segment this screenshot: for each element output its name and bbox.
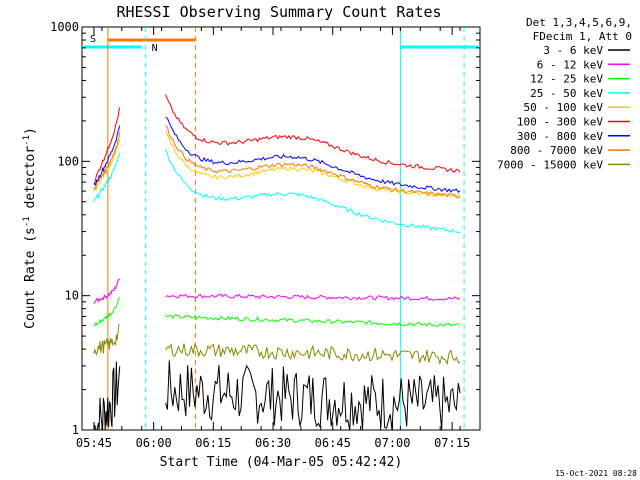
- legend-header-line-2: FDecim 1, Att 0: [533, 30, 632, 43]
- series-line: [93, 278, 121, 304]
- series-line: [93, 297, 121, 327]
- y-axis: 1 10 100 1000: [50, 20, 480, 437]
- x-tick-label: 06:15: [195, 436, 231, 450]
- legend-entry-label: 100 - 300 keV: [517, 116, 603, 129]
- series-300-800kev: [93, 116, 461, 194]
- saa-flag-label: S: [90, 34, 96, 45]
- series-line: [165, 293, 461, 301]
- x-tick-label: 07:00: [374, 436, 410, 450]
- legend-header-line-1: Det 1,3,4,5,6,9,: [526, 16, 632, 29]
- x-axis: 05:45 06:00 06:15 06:30 06:45 07:00 07:15: [76, 27, 481, 450]
- series-line: [165, 342, 461, 366]
- series-line: [93, 152, 121, 203]
- legend-entry-label: 12 - 25 keV: [530, 73, 603, 86]
- y-axis-label-part-2: detector: [23, 146, 38, 217]
- legend-entry-label: 800 - 7000 keV: [510, 144, 603, 157]
- x-tick-label: 06:00: [136, 436, 172, 450]
- legend-entry-label: 300 - 800 keV: [517, 130, 603, 143]
- y-axis-label-exp-1: -1: [22, 216, 32, 227]
- y-tick-label: 100: [57, 154, 79, 168]
- series-line: [93, 131, 121, 191]
- y-tick-label: 1: [72, 423, 79, 437]
- series-line: [93, 125, 121, 187]
- legend-entry-label: 6 - 12 keV: [537, 58, 604, 71]
- x-tick-label: 07:15: [434, 436, 470, 450]
- legend-entry-label: 50 - 100 keV: [524, 101, 604, 114]
- y-axis-label-part-1: Count Rate (s: [23, 227, 38, 329]
- y-axis-label: Count Rate (s-1 detector-1): [22, 127, 38, 329]
- series-50-100kev: [93, 130, 461, 199]
- chart-title: RHESSI Observing Summary Count Rates: [116, 3, 441, 21]
- series-line: [93, 139, 121, 192]
- series-line: [165, 130, 461, 199]
- series-7000-15000kev: [93, 324, 461, 366]
- series-line: [93, 361, 121, 431]
- x-tick-label: 06:45: [315, 436, 351, 450]
- series-line: [165, 314, 461, 328]
- night-flag-label: N: [152, 43, 158, 54]
- legend-entry-label: 7000 - 15000 keV: [497, 158, 603, 171]
- series-100-300kev: [93, 94, 461, 183]
- legend: Det 1,3,4,5,6,9, FDecim 1, Att 0 3 - 6 k…: [497, 16, 632, 171]
- legend-entry-label: 25 - 50 keV: [530, 87, 603, 100]
- series-line: [165, 116, 461, 194]
- series-line: [93, 324, 120, 356]
- series-line: [165, 94, 461, 173]
- series-line: [93, 107, 121, 183]
- x-tick-label: 06:30: [255, 436, 291, 450]
- series-line: [165, 125, 461, 199]
- footer-datestamp: 15-Oct-2021 08:28: [555, 469, 637, 478]
- plot-frame: [81, 26, 481, 431]
- series-line: [165, 360, 461, 431]
- y-tick-label: 1000: [50, 20, 79, 34]
- plot-area: SN: [82, 27, 480, 431]
- series-800-7000kev: [93, 125, 461, 199]
- y-tick-label: 10: [65, 289, 79, 303]
- series-3-6kev: [93, 360, 461, 431]
- x-tick-label: 05:45: [76, 436, 112, 450]
- y-axis-label-part-3: ): [23, 127, 38, 135]
- legend-entry-label: 3 - 6 keV: [543, 44, 603, 57]
- y-axis-label-exp-2: -1: [22, 135, 32, 146]
- series-12-25kev: [93, 297, 461, 328]
- x-axis-label: Start Time (04-Mar-05 05:42:42): [160, 455, 403, 470]
- series-25-50kev: [93, 148, 461, 234]
- series-6-12kev: [93, 278, 461, 304]
- series-line: [165, 148, 461, 234]
